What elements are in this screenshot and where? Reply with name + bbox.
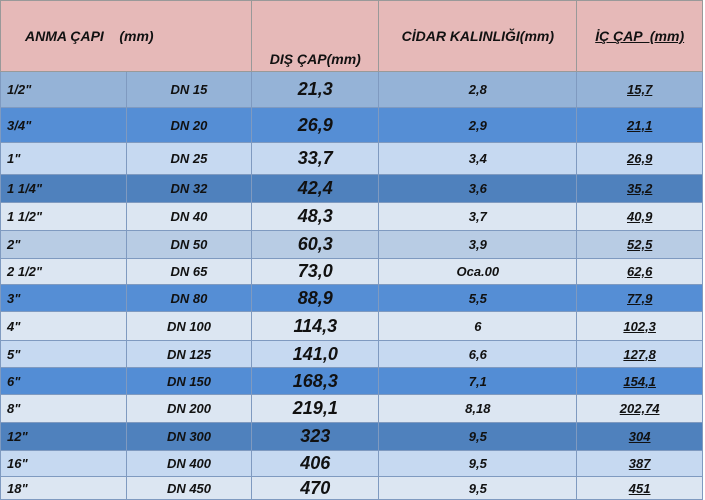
table-cell: 387 xyxy=(576,450,703,477)
table-cell: 3,6 xyxy=(378,174,578,203)
table-cell: 304 xyxy=(576,422,703,451)
table-row: 16" DN 400 406 9,5 387 xyxy=(0,450,703,477)
table-cell: 26,9 xyxy=(251,107,380,143)
table-cell: 114,3 xyxy=(251,311,380,341)
table-row: 12" DN 300 323 9,5 304 xyxy=(0,422,703,451)
table-cell: DN 450 xyxy=(125,476,253,500)
table-cell: 2 1/2" xyxy=(0,258,127,285)
table-cell: DN 125 xyxy=(125,340,253,368)
table-cell: 2,8 xyxy=(378,71,578,108)
table-cell: 8,18 xyxy=(378,394,578,423)
table-row: 2 1/2" DN 65 73,0 Oca.00 62,6 xyxy=(0,258,703,285)
table-cell: 18" xyxy=(0,476,127,500)
table-row: 8" DN 200 219,1 8,18 202,74 xyxy=(0,394,703,423)
table-cell: 141,0 xyxy=(251,340,380,368)
table-cell: 6" xyxy=(0,367,127,395)
table-row: 1" DN 25 33,7 3,4 26,9 xyxy=(0,142,703,175)
table-cell: 9,5 xyxy=(378,450,578,477)
table-body: 1/2" DN 15 21,3 2,8 15,7 3/4" DN 20 26,9 2,9 21,1… xyxy=(0,71,703,500)
table-cell: Oca.00 xyxy=(378,258,578,285)
table-row: 1 1/2" DN 40 48,3 3,7 40,9 xyxy=(0,202,703,231)
table-cell: 77,9 xyxy=(576,284,703,312)
header-cell: İÇ ÇAP (mm) xyxy=(576,0,703,72)
table-cell: 202,74 xyxy=(576,394,703,423)
table-cell: 154,1 xyxy=(576,367,703,395)
table-cell: 9,5 xyxy=(378,476,578,500)
table-cell: 219,1 xyxy=(251,394,380,423)
table-cell: 102,3 xyxy=(576,311,703,341)
table-cell: 323 xyxy=(251,422,380,451)
header-cell: CİDAR KALINLIĞI(mm) xyxy=(378,0,578,72)
table-cell: DN 25 xyxy=(125,142,253,175)
table-cell: DN 150 xyxy=(125,367,253,395)
table-row: 18" DN 450 470 9,5 451 xyxy=(0,476,703,500)
table-cell: 33,7 xyxy=(251,142,380,175)
table-cell: 35,2 xyxy=(576,174,703,203)
table-header: ANMA ÇAPI (mm) DIŞ ÇAP(mm) CİDAR KALINLI… xyxy=(0,0,703,72)
table-cell: 451 xyxy=(576,476,703,500)
table-cell: DN 100 xyxy=(125,311,253,341)
table-row: 3/4" DN 20 26,9 2,9 21,1 xyxy=(0,107,703,143)
table-cell: 470 xyxy=(251,476,380,500)
table-cell: 6,6 xyxy=(378,340,578,368)
table-cell: 42,4 xyxy=(251,174,380,203)
table-cell: 62,6 xyxy=(576,258,703,285)
table-cell: 7,1 xyxy=(378,367,578,395)
table-cell: 16" xyxy=(0,450,127,477)
table-cell: DN 40 xyxy=(125,202,253,231)
table-cell: 3,4 xyxy=(378,142,578,175)
table-row: 3" DN 80 88,9 5,5 77,9 xyxy=(0,284,703,312)
table-cell: 406 xyxy=(251,450,380,477)
table-cell: 1 1/2" xyxy=(0,202,127,231)
table-cell: 5" xyxy=(0,340,127,368)
table-cell: 3,7 xyxy=(378,202,578,231)
table-cell: 48,3 xyxy=(251,202,380,231)
table-row: 6" DN 150 168,3 7,1 154,1 xyxy=(0,367,703,395)
table-cell: 3/4" xyxy=(0,107,127,143)
table-cell: 1 1/4" xyxy=(0,174,127,203)
table-row: 4" DN 100 114,3 6 102,3 xyxy=(0,311,703,341)
table-cell: 8" xyxy=(0,394,127,423)
table-cell: 127,8 xyxy=(576,340,703,368)
table-row: 2" DN 50 60,3 3,9 52,5 xyxy=(0,230,703,259)
table-cell: DN 400 xyxy=(125,450,253,477)
table-cell: DN 80 xyxy=(125,284,253,312)
table-row: 1/2" DN 15 21,3 2,8 15,7 xyxy=(0,71,703,108)
table-cell: 9,5 xyxy=(378,422,578,451)
table-cell: 6 xyxy=(378,311,578,341)
table-cell: 52,5 xyxy=(576,230,703,259)
table-cell: 5,5 xyxy=(378,284,578,312)
table-cell: DN 65 xyxy=(125,258,253,285)
table-cell: 4" xyxy=(0,311,127,341)
table-cell: 1/2" xyxy=(0,71,127,108)
table-cell: 2" xyxy=(0,230,127,259)
table-cell: 168,3 xyxy=(251,367,380,395)
table-row: 5" DN 125 141,0 6,6 127,8 xyxy=(0,340,703,368)
table-cell: 12" xyxy=(0,422,127,451)
table-cell: DN 15 xyxy=(125,71,253,108)
table-cell: 40,9 xyxy=(576,202,703,231)
table-cell: 60,3 xyxy=(251,230,380,259)
table-cell: 73,0 xyxy=(251,258,380,285)
table-cell: 3,9 xyxy=(378,230,578,259)
table-cell: 21,3 xyxy=(251,71,380,108)
table-cell: 15,7 xyxy=(576,71,703,108)
table-cell: DN 50 xyxy=(125,230,253,259)
header-cell: DIŞ ÇAP(mm) xyxy=(251,0,380,72)
table-cell: DN 20 xyxy=(125,107,253,143)
header-row: ANMA ÇAPI (mm) DIŞ ÇAP(mm) CİDAR KALINLI… xyxy=(0,0,703,72)
table-cell: 26,9 xyxy=(576,142,703,175)
table-cell: 2,9 xyxy=(378,107,578,143)
table-cell: DN 300 xyxy=(125,422,253,451)
table-cell: 21,1 xyxy=(576,107,703,143)
table-cell: 88,9 xyxy=(251,284,380,312)
table-cell: 1" xyxy=(0,142,127,175)
table-row: 1 1/4" DN 32 42,4 3,6 35,2 xyxy=(0,174,703,203)
table-cell: DN 32 xyxy=(125,174,253,203)
table-cell: DN 200 xyxy=(125,394,253,423)
table-cell: 3" xyxy=(0,284,127,312)
header-cell: ANMA ÇAPI (mm) xyxy=(0,0,253,72)
